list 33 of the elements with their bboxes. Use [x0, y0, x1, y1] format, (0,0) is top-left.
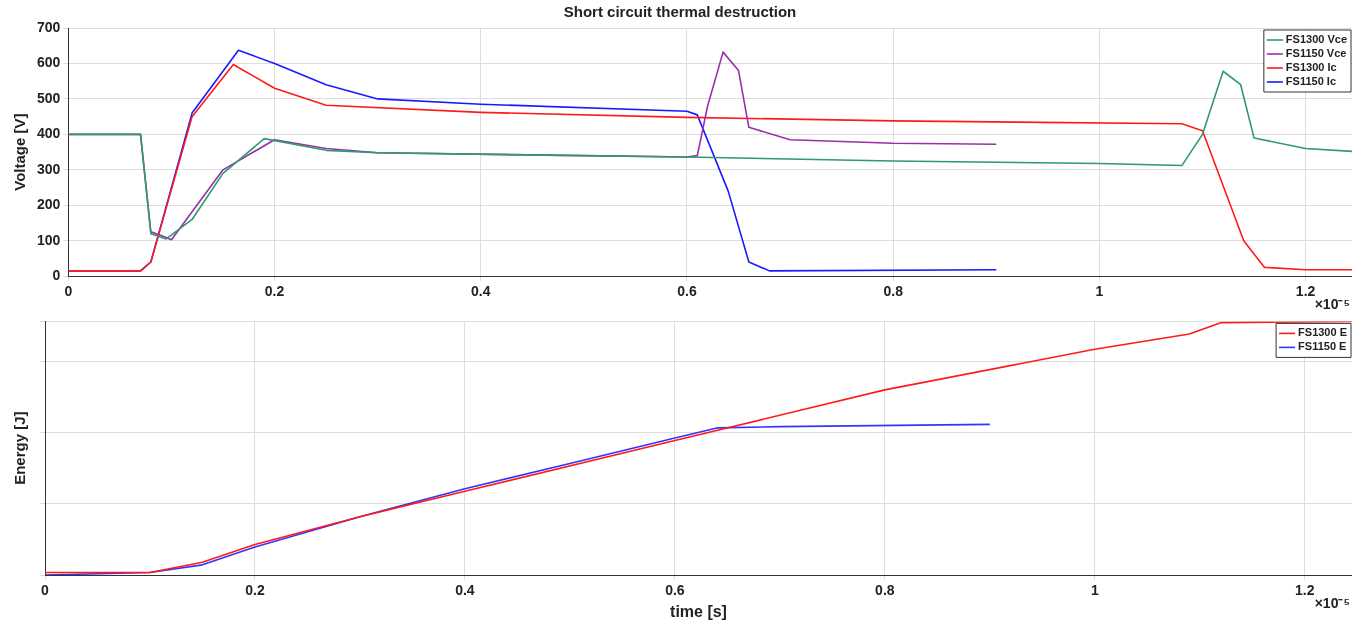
- x-tick-label: 0.2: [245, 582, 265, 599]
- x-tick-label: 0.4: [455, 582, 475, 599]
- x-tick-label: 0.2: [264, 283, 285, 300]
- legend-label: FS1150 E: [1298, 340, 1347, 353]
- x-tick-label: 1.2: [1295, 582, 1315, 599]
- y-axis-title: Voltage [V]: [11, 113, 29, 191]
- x-tick-label: 0.8: [883, 283, 904, 300]
- y-tick-label: 400: [37, 125, 61, 142]
- y-tick-label: 700: [37, 18, 61, 35]
- y-tick-label: 600: [37, 54, 61, 71]
- y-tick-label: 0: [52, 267, 61, 284]
- text: ×10⁻⁵: [1314, 296, 1350, 313]
- y-tick-label: 500: [37, 89, 61, 106]
- legend-label: FS1150 Vce: [1285, 47, 1347, 60]
- legend-label: FS1300 E: [1298, 326, 1347, 339]
- y-tick-label: 200: [37, 196, 61, 213]
- x-tick-label: 1: [1090, 582, 1099, 599]
- text: ×10⁻⁵: [1314, 594, 1350, 611]
- x-axis-title: time [s]: [670, 602, 727, 620]
- x-tick-label: 0.8: [875, 582, 895, 599]
- y-tick-label: 300: [37, 160, 61, 177]
- x-tick-label: 1: [1095, 283, 1104, 300]
- x-tick-label: 0.6: [665, 582, 685, 599]
- x-tick-label: 0.6: [677, 283, 697, 300]
- legend-label: FS1300 Ic: [1285, 61, 1337, 74]
- x-tick-label: 0: [64, 283, 73, 300]
- legend-label: FS1300 Vce: [1285, 33, 1347, 46]
- legend-label: FS1150 Ic: [1285, 75, 1336, 88]
- x-tick-label: 1.2: [1295, 283, 1316, 300]
- chart-title: Short circuit thermal destruction: [563, 3, 797, 21]
- y-tick-label: 100: [37, 231, 61, 248]
- x-tick-label: 0.4: [471, 283, 491, 300]
- y-axis-title: Energy [J]: [11, 411, 29, 485]
